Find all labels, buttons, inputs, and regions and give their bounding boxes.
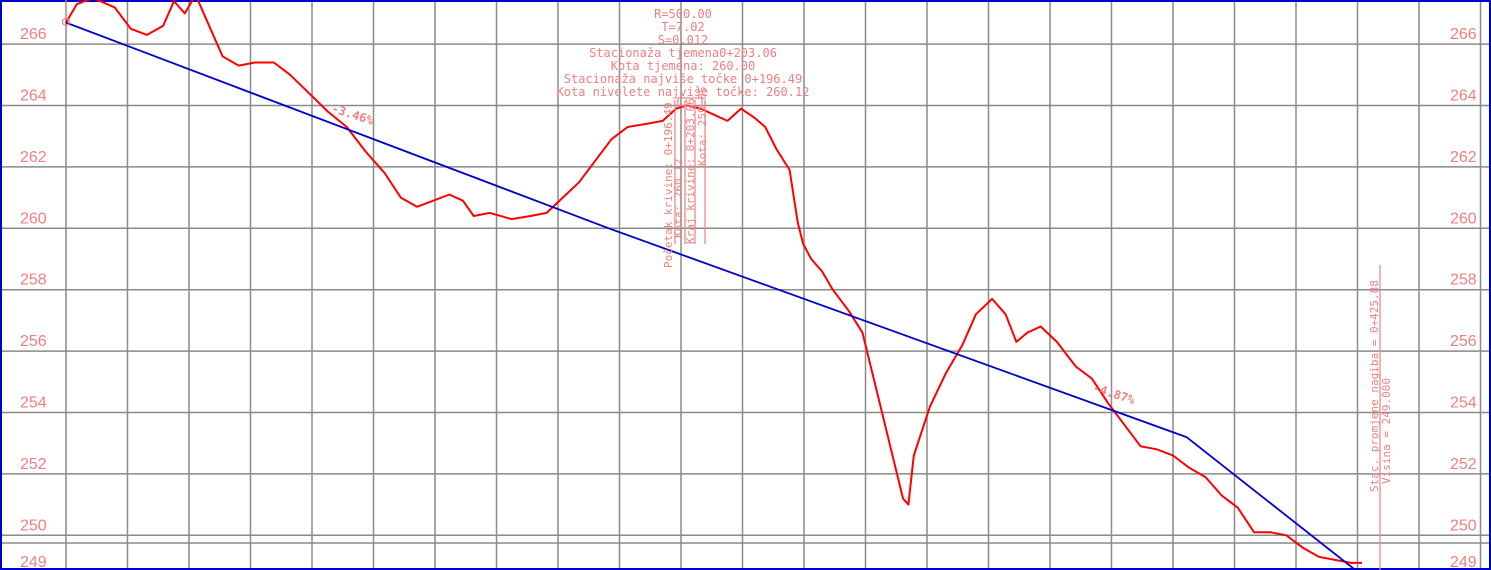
y-tick-label-left: 250 [20, 517, 47, 534]
grade-line-line [65, 21, 1357, 570]
curve-offset: S=0.012 [658, 33, 709, 47]
curve-info-block: R=500.00 T=7.02 S=0.012 Stacionaža tjeme… [557, 7, 810, 99]
curve-end-label: Kraj krivine: 0+203.06 [684, 98, 697, 244]
curve-start-elevation: Kota: 260.12 [672, 159, 685, 238]
vertex-elevation: Kota tjemena: 260.00 [611, 59, 756, 73]
y-tick-label-left: 262 [20, 149, 47, 166]
grade-change-elevation: Visina = 249.000 [1380, 378, 1393, 484]
y-axis-labels: 249 249 250 250 252 252 254 254 256 256 258 258 260 2… [20, 26, 1477, 570]
curve-radius: R=500.00 [654, 7, 712, 21]
y-tick-label-left: 249 [20, 554, 47, 570]
curve-vertical-labels: Početak krivine: 0+196.49 Kota: 260.12 K… [662, 87, 709, 268]
y-tick-label-right: 249 [1450, 554, 1477, 570]
y-tick-label-right: 250 [1450, 517, 1477, 534]
curve-markers [674, 97, 706, 244]
y-tick-label-right: 262 [1450, 149, 1477, 166]
grade-change-station: Stac. promjene nagiba = 0+425.88 [1368, 280, 1381, 492]
y-tick-label-left: 256 [20, 333, 47, 350]
highest-point-station: Stacionaža najviše točke 0+196.49 [564, 72, 802, 86]
y-tick-label-left: 264 [20, 88, 47, 105]
y-tick-label-left: 258 [20, 272, 47, 289]
y-tick-label-left: 260 [20, 210, 47, 227]
highest-point-elevation: Kota nivelete najviše točke: 260.12 [557, 85, 810, 99]
grade-label: -4.87% [1091, 381, 1137, 408]
curve-end-elevation: Kota: 259.85 [696, 87, 709, 166]
curve-tangent: T=7.02 [661, 20, 704, 34]
series-lines [65, 0, 1362, 570]
y-tick-label-right: 266 [1450, 26, 1477, 43]
y-tick-label-left: 266 [20, 26, 47, 43]
y-tick-label-right: 252 [1450, 456, 1477, 473]
start-point-marker [61, 17, 71, 27]
y-tick-label-right: 254 [1450, 395, 1477, 412]
terrain-line [65, 0, 1362, 564]
grade-labels: -3.46%-4.87% [330, 101, 1138, 407]
y-tick-label-left: 252 [20, 456, 47, 473]
y-tick-label-right: 256 [1450, 333, 1477, 350]
grade-change-marker: Stac. promjene nagiba = 0+425.88 Visina … [1368, 265, 1393, 570]
curve-start-label: Početak krivine: 0+196.49 [662, 102, 675, 268]
y-tick-label-right: 264 [1450, 88, 1477, 105]
y-tick-label-right: 260 [1450, 210, 1477, 227]
vertex-station: Stacionaža tjemena0+203.06 [589, 46, 777, 60]
y-tick-label-right: 258 [1450, 272, 1477, 289]
y-tick-label-left: 254 [20, 395, 47, 412]
